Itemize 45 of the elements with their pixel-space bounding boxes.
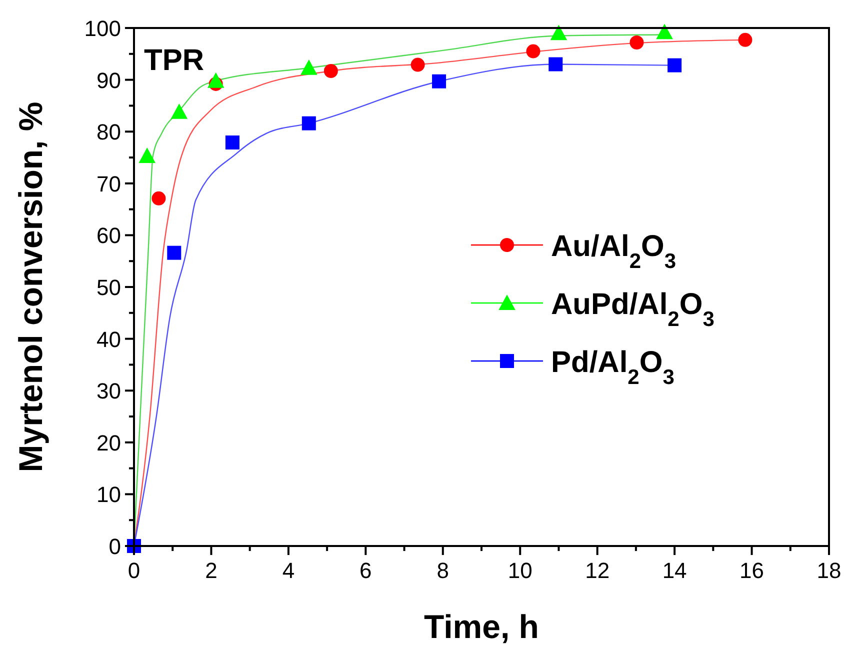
- point: [410, 58, 425, 72]
- point: [526, 44, 540, 58]
- legend-label: Pd/Al$_{2}$O$_{3}$: [551, 346, 674, 388]
- x-tick-label: 12: [585, 558, 610, 583]
- point: [138, 148, 156, 163]
- y-tick-label: 20: [96, 430, 121, 456]
- legend-label: AuPd/Al$_{2}$O$_{3}$: [551, 288, 714, 330]
- y-tick-label: 70: [96, 171, 121, 196]
- point: [302, 116, 316, 130]
- x-tick-label: 2: [205, 558, 218, 583]
- x-axis-title: Time, h: [424, 608, 539, 645]
- legend-label: Au/Al$_{2}$O$_{3}$: [551, 230, 676, 272]
- point: [324, 64, 338, 78]
- x-tick-label: 18: [816, 558, 842, 583]
- point: [225, 135, 240, 150]
- y-tick-label: 30: [96, 378, 121, 404]
- point: [170, 104, 188, 119]
- x-tick-label: 14: [662, 558, 687, 583]
- annotation: TPR: [144, 44, 204, 77]
- point: [630, 36, 644, 50]
- point: [548, 57, 563, 72]
- point: [432, 74, 446, 88]
- y-tick-label: 0: [108, 534, 121, 559]
- y-tick-label: 40: [96, 326, 121, 352]
- x-tick-label: 16: [740, 558, 764, 583]
- point: [207, 72, 224, 88]
- x-tick-label: 0: [128, 558, 140, 583]
- y-tick-label: 60: [96, 223, 121, 248]
- x-tick-label: 8: [436, 558, 450, 583]
- point: [550, 24, 568, 40]
- x-tick-label: 6: [360, 558, 372, 583]
- point: [668, 58, 682, 72]
- y-tick-label: 100: [84, 16, 121, 41]
- x-tick-label: 4: [282, 558, 295, 583]
- point: [738, 32, 752, 47]
- point: [167, 246, 182, 260]
- point: [656, 24, 673, 40]
- y-axis-title: Myrtenol conversion, %: [12, 102, 49, 472]
- y-tick-label: 50: [96, 275, 121, 300]
- y-tick-label: 80: [96, 120, 121, 145]
- y-tick-label: 90: [96, 68, 121, 93]
- point: [300, 59, 318, 75]
- point: [152, 191, 166, 206]
- x-tick-label: 10: [508, 558, 532, 583]
- y-tick-label: 10: [96, 482, 121, 508]
